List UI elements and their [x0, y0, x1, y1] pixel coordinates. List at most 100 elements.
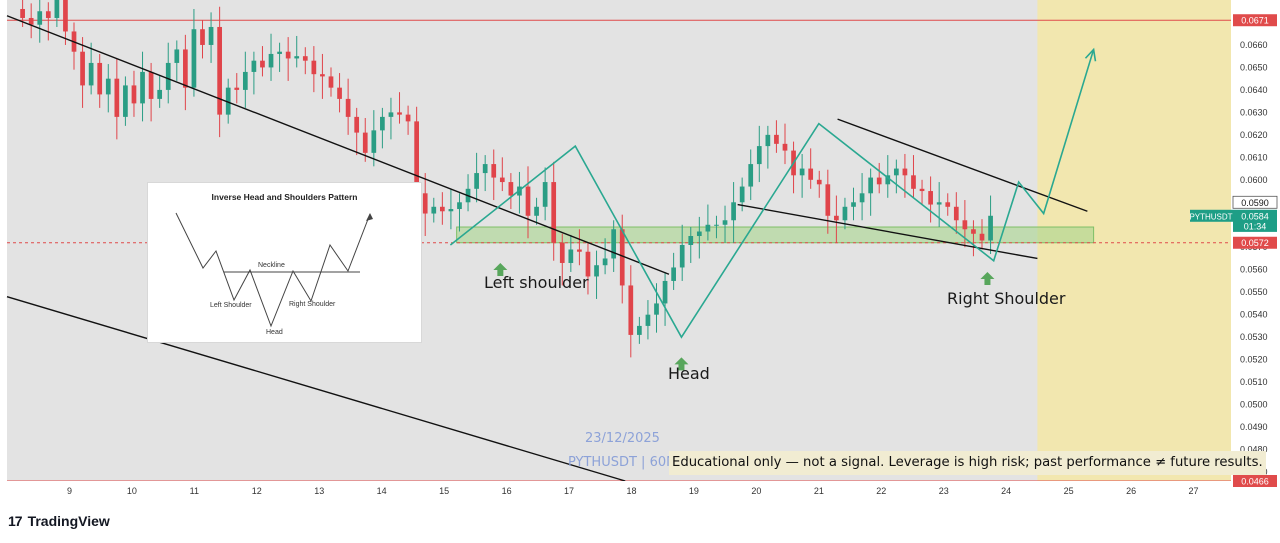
candle-body: [114, 78, 120, 117]
inset-left-shoulder-label: Left Shoulder: [210, 302, 252, 309]
candle-body: [534, 206, 539, 216]
candle-body: [928, 191, 933, 205]
candle-body: [688, 236, 694, 245]
candle-body: [868, 177, 874, 194]
price-tag-label: 0.0466: [1241, 477, 1269, 487]
candle-body: [131, 85, 137, 104]
candle-body: [123, 85, 128, 117]
candle-body: [174, 49, 180, 63]
price-tag-label: 0.0671: [1241, 16, 1269, 26]
candle-body: [662, 280, 668, 304]
y-tick-label: 0.0600: [1240, 175, 1268, 185]
time-axis[interactable]: [7, 481, 1231, 501]
y-tick-label: 0.0500: [1240, 400, 1268, 410]
candle-body: [140, 71, 145, 104]
candle-body: [825, 184, 831, 216]
x-tick-label: 18: [626, 486, 636, 496]
candle-body: [628, 285, 634, 335]
candle-body: [945, 202, 951, 207]
tradingview-logo-icon: 17: [8, 513, 23, 529]
left-shoulder-arrow: [493, 262, 508, 276]
candle-body: [696, 231, 702, 237]
y-tick-label: 0.0510: [1240, 377, 1268, 387]
x-tick-label: 26: [1126, 486, 1136, 496]
candle-body: [602, 258, 608, 266]
candle-body: [508, 182, 514, 196]
candle-body: [971, 229, 976, 234]
candle-body: [88, 62, 94, 86]
candle-body: [551, 182, 557, 243]
candle-body: [320, 74, 325, 77]
candle-body: [354, 116, 360, 133]
candle-body: [397, 112, 402, 115]
symbol-tag: [1190, 209, 1233, 222]
candle-body: [979, 233, 985, 241]
candle-body: [611, 229, 617, 259]
y-tick-label: 0.0560: [1240, 265, 1268, 275]
y-tick-label: 0.0610: [1240, 152, 1268, 162]
candle-body: [371, 130, 377, 153]
candle-body: [217, 26, 222, 115]
x-tick-label: 19: [689, 486, 699, 496]
candle-body: [491, 164, 497, 178]
candle-body: [388, 112, 394, 117]
tradingview-brand[interactable]: 17 TradingView: [8, 513, 110, 529]
trend-line: [6, 296, 626, 482]
trend-line: [837, 118, 1088, 212]
x-tick-label: 15: [439, 486, 449, 496]
candle-body: [28, 17, 34, 25]
price-tag: [1233, 14, 1277, 27]
inset-neckline-label: Neckline: [258, 262, 285, 269]
candle-body: [337, 87, 342, 99]
candle-body: [851, 202, 856, 207]
candle-body: [311, 60, 317, 75]
candle-body: [842, 206, 848, 221]
candle-body: [876, 177, 882, 185]
y-tick-label: 0.0650: [1240, 62, 1268, 72]
candle-body: [482, 164, 488, 174]
y-tick-label: 0.0660: [1240, 40, 1268, 50]
candle-body: [80, 51, 85, 86]
candle-body: [722, 220, 728, 225]
candle-body: [499, 177, 505, 183]
candle-body: [619, 229, 625, 286]
candle-body: [54, 0, 60, 18]
candle-body: [594, 265, 599, 277]
candle-body: [234, 87, 240, 90]
candle-body: [936, 202, 942, 205]
price-tag-label: 0.0584: [1241, 211, 1269, 221]
x-tick-label: 9: [67, 486, 72, 496]
pattern-arrowhead: [1084, 47, 1097, 62]
trend-line: [737, 203, 1038, 260]
candle-body: [782, 143, 788, 151]
candle-body: [328, 76, 334, 88]
candle-body: [208, 26, 214, 45]
candle-body: [225, 87, 231, 115]
left-shoulder-label: Left shoulder: [484, 273, 589, 292]
candle-body: [654, 303, 659, 315]
x-tick-label: 20: [751, 486, 761, 496]
candle-body: [431, 206, 437, 214]
x-tick-label: 11: [190, 486, 199, 496]
price-tag: [1233, 209, 1277, 222]
x-tick-label: 22: [876, 486, 886, 496]
candle-body: [268, 53, 274, 68]
x-tick-label: 25: [1064, 486, 1074, 496]
y-tick-label: 0.0550: [1240, 287, 1268, 297]
candle-body: [816, 179, 822, 185]
y-tick-label: 0.0620: [1240, 130, 1268, 140]
candle-body: [859, 193, 865, 203]
candle-body: [251, 60, 257, 72]
candle-body: [277, 51, 282, 54]
candle-body: [919, 188, 925, 192]
right-shoulder-arrow: [980, 271, 995, 285]
x-tick-label: 13: [314, 486, 324, 496]
candle-body: [242, 71, 248, 90]
candle-body: [191, 29, 197, 88]
x-tick-label: 27: [1189, 486, 1199, 496]
candle-body: [774, 134, 779, 144]
candle-body: [97, 62, 103, 95]
candle-body: [448, 209, 454, 212]
candle-body: [439, 206, 445, 212]
